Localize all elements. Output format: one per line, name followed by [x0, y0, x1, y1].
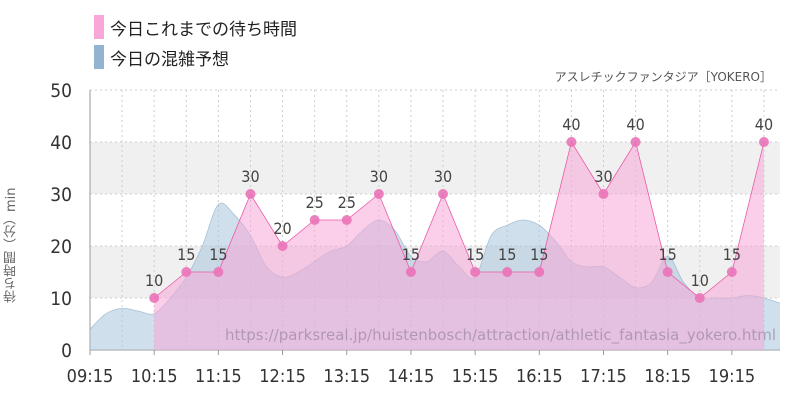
today-marker [566, 137, 577, 147]
source-url: https://parksreal.jp/huistenbosch/attrac… [225, 326, 776, 344]
x-tick-label: 19:15 [709, 366, 756, 387]
y-axis: 0 10 20 30 40 50 [50, 80, 72, 362]
data-label: 15 [466, 245, 484, 264]
data-label: 15 [723, 245, 741, 264]
today-marker [373, 189, 384, 199]
legend: 今日これまでの待ち時間 今日の混雑予想 [94, 12, 297, 72]
data-label: 15 [530, 245, 548, 264]
today-marker [341, 215, 352, 225]
today-marker [245, 189, 256, 199]
x-axis: 09:15 10:15 11:15 12:15 13:15 14:15 15:15 16:15… [67, 350, 756, 387]
x-tick-label: 12:15 [259, 366, 306, 387]
legend-label-today: 今日これまでの待ち時間 [110, 19, 297, 40]
legend-swatch-forecast [94, 45, 104, 69]
data-label: 20 [273, 219, 291, 238]
grid-band [90, 142, 780, 194]
data-label: 15 [498, 245, 516, 264]
data-label: 10 [145, 271, 163, 290]
y-tick-label: 40 [50, 132, 72, 154]
today-marker [726, 267, 737, 277]
x-tick-label: 10:15 [131, 366, 178, 387]
x-tick-label: 17:15 [580, 366, 627, 387]
today-marker [598, 189, 609, 199]
data-label: 15 [209, 245, 227, 264]
today-marker [534, 267, 545, 277]
data-label: 30 [434, 167, 452, 186]
y-tick-label: 10 [50, 288, 72, 310]
today-marker [630, 137, 641, 147]
data-label: 15 [402, 245, 420, 264]
legend-item-forecast: 今日の混雑予想 [94, 42, 297, 72]
data-label: 40 [562, 115, 580, 134]
data-labels: 10 15 15 30 20 25 25 30 15 30 15 15 15 40 30 40 15 10 15 40 [145, 115, 773, 290]
data-label: 25 [338, 193, 356, 212]
legend-label-forecast: 今日の混雑予想 [110, 49, 229, 70]
data-label: 30 [370, 167, 388, 186]
today-marker [694, 293, 705, 303]
y-tick-label: 0 [61, 340, 72, 362]
today-marker [470, 267, 481, 277]
today-marker [213, 267, 224, 277]
y-tick-label: 30 [50, 184, 72, 206]
data-label: 10 [691, 271, 709, 290]
today-marker [309, 215, 320, 225]
data-label: 40 [755, 115, 773, 134]
x-tick-label: 11:15 [195, 366, 242, 387]
today-series [149, 137, 769, 350]
today-marker [758, 137, 769, 147]
today-marker [149, 293, 160, 303]
y-tick-label: 20 [50, 236, 72, 258]
data-label: 25 [305, 193, 323, 212]
x-tick-label: 18:15 [644, 366, 691, 387]
data-label: 30 [594, 167, 612, 186]
x-tick-label: 14:15 [388, 366, 435, 387]
today-marker [502, 267, 513, 277]
data-label: 30 [241, 167, 259, 186]
x-tick-label: 16:15 [516, 366, 563, 387]
today-marker [405, 267, 416, 277]
legend-item-today: 今日これまでの待ち時間 [94, 12, 297, 42]
y-axis-label: 待ち時間（分）min [4, 187, 19, 303]
today-marker [181, 267, 192, 277]
today-marker [277, 241, 288, 251]
attraction-name: アスレチックファンタジア［YOKERO］ [554, 70, 772, 84]
legend-swatch-today [94, 15, 104, 39]
x-tick-label: 09:15 [67, 366, 114, 387]
data-label: 15 [659, 245, 677, 264]
today-line [153, 140, 765, 299]
x-tick-label: 13:15 [323, 366, 370, 387]
data-label: 15 [177, 245, 195, 264]
today-marker [438, 189, 449, 199]
today-marker [662, 267, 673, 277]
x-tick-label: 15:15 [452, 366, 499, 387]
y-tick-label: 50 [50, 80, 72, 102]
data-label: 40 [626, 115, 644, 134]
today-area [154, 142, 764, 350]
